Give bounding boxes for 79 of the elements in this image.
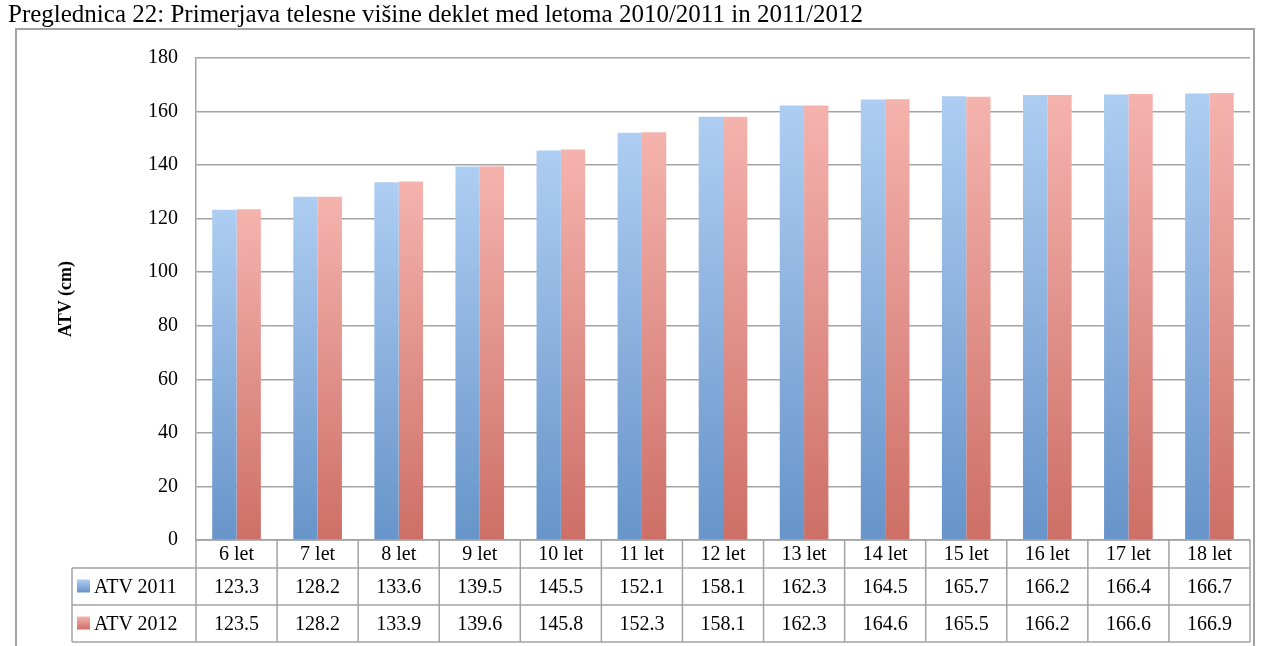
bar <box>1047 94 1072 540</box>
bar <box>617 132 642 540</box>
bar <box>1022 94 1048 540</box>
bar <box>723 116 748 540</box>
data-label: 164.6 <box>862 611 908 634</box>
bar <box>317 196 342 540</box>
x-tick-label: 11 let <box>619 542 665 565</box>
bar <box>1104 94 1129 540</box>
y-tick-label: 140 <box>148 152 178 175</box>
data-label: 128.2 <box>295 611 341 634</box>
data-label: 166.2 <box>1024 611 1070 634</box>
y-tick-label: 60 <box>158 366 178 389</box>
bar <box>1209 93 1234 540</box>
bar <box>1185 93 1210 540</box>
x-tick-label: 16 let <box>1024 542 1071 565</box>
data-label: 166.6 <box>1105 611 1151 634</box>
y-tick-label: 0 <box>168 527 178 550</box>
y-tick-label: 80 <box>158 313 178 336</box>
x-tick-label: 12 let <box>700 542 746 565</box>
data-label: 133.6 <box>376 574 422 597</box>
bar <box>698 116 723 540</box>
x-tick-label: 9 let <box>462 542 498 565</box>
bar <box>536 150 561 540</box>
data-label: 152.1 <box>619 574 665 597</box>
bar <box>804 105 829 540</box>
x-tick-label: 6 let <box>219 542 255 565</box>
legend-label: ATV 2012 <box>94 611 178 634</box>
data-label: 123.5 <box>214 611 260 634</box>
data-label: 158.1 <box>700 611 746 634</box>
data-label: 145.8 <box>538 611 584 634</box>
bar <box>236 209 261 540</box>
data-label: 128.2 <box>295 574 341 597</box>
bar <box>455 166 480 540</box>
y-axis-title: ATV (cm) <box>55 261 77 337</box>
data-label: 123.3 <box>214 574 260 597</box>
data-label: 139.6 <box>457 611 503 634</box>
bar <box>293 196 318 540</box>
y-tick-label: 120 <box>148 205 178 228</box>
x-tick-label: 15 let <box>943 542 990 565</box>
bar <box>479 166 505 540</box>
data-label: 166.7 <box>1186 574 1232 597</box>
bar <box>641 132 667 540</box>
bar <box>398 181 424 540</box>
bar <box>966 96 991 540</box>
y-tick-label: 100 <box>148 259 178 282</box>
x-tick-label: 18 let <box>1186 542 1233 565</box>
legend-label: ATV 2011 <box>94 574 177 597</box>
y-tick-label: 20 <box>158 473 178 496</box>
y-tick-label: 160 <box>148 98 178 121</box>
bar <box>212 209 237 540</box>
bar <box>1128 93 1153 540</box>
x-tick-label: 17 let <box>1105 542 1152 565</box>
data-label: 145.5 <box>538 574 584 597</box>
x-tick-label: 7 let <box>300 542 336 565</box>
data-label: 133.9 <box>376 611 422 634</box>
bar <box>941 96 967 540</box>
x-tick-label: 10 let <box>538 542 584 565</box>
y-tick-label: 180 <box>148 45 178 68</box>
x-tick-label: 8 let <box>381 542 417 565</box>
data-label: 164.5 <box>862 574 908 597</box>
data-label: 139.5 <box>457 574 503 597</box>
data-label: 162.3 <box>781 574 827 597</box>
bar <box>374 182 399 540</box>
x-tick-label: 14 let <box>862 542 909 565</box>
y-tick-label: 40 <box>158 420 178 443</box>
data-label: 158.1 <box>700 574 746 597</box>
data-label: 152.3 <box>619 611 665 634</box>
bar <box>560 149 586 540</box>
data-label: 166.9 <box>1186 611 1232 634</box>
bar <box>860 99 886 540</box>
data-label: 162.3 <box>781 611 827 634</box>
data-label: 165.5 <box>943 611 989 634</box>
bar <box>885 99 910 540</box>
x-tick-label: 13 let <box>781 542 828 565</box>
data-label: 166.4 <box>1105 574 1151 597</box>
chart-title: Preglednica 22: Primerjava telesne višine deklet med letoma 2010/2011 in 2011/2012 <box>8 0 863 28</box>
data-label: 166.2 <box>1024 574 1070 597</box>
data-label: 165.7 <box>943 574 989 597</box>
bar <box>779 105 805 540</box>
